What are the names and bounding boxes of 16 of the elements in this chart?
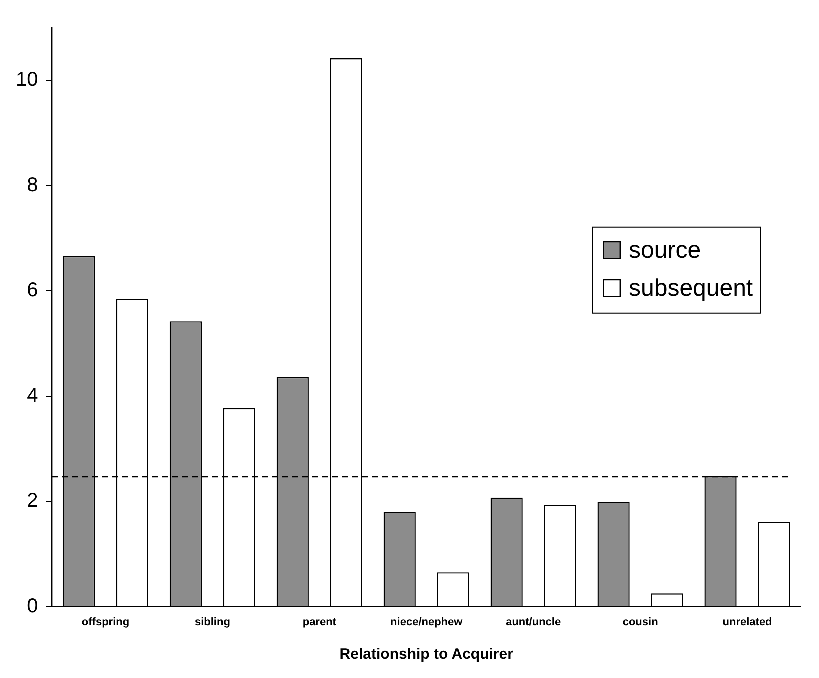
- x-tick-label: unrelated: [722, 616, 772, 628]
- x-tick-label: cousin: [622, 616, 659, 628]
- y-tick-label: 0: [27, 595, 38, 618]
- x-tick-label: niece/nephew: [390, 616, 464, 628]
- y-tick-label: 6: [27, 280, 38, 302]
- legend-label: subsequent: [629, 275, 754, 302]
- x-tick-label: aunt/uncle: [506, 616, 562, 628]
- legend-label: source: [629, 237, 702, 264]
- y-tick-label: 10: [16, 69, 38, 92]
- y-tick-label: 2: [27, 490, 38, 512]
- x-axis-title: Relationship to Acquirer: [340, 646, 514, 664]
- x-tick-label: parent: [302, 616, 337, 628]
- y-tick-label: 4: [27, 384, 38, 407]
- y-tick-label: 8: [27, 174, 38, 196]
- x-tick-label: sibling: [194, 616, 230, 628]
- x-tick-label: offspring: [82, 616, 130, 628]
